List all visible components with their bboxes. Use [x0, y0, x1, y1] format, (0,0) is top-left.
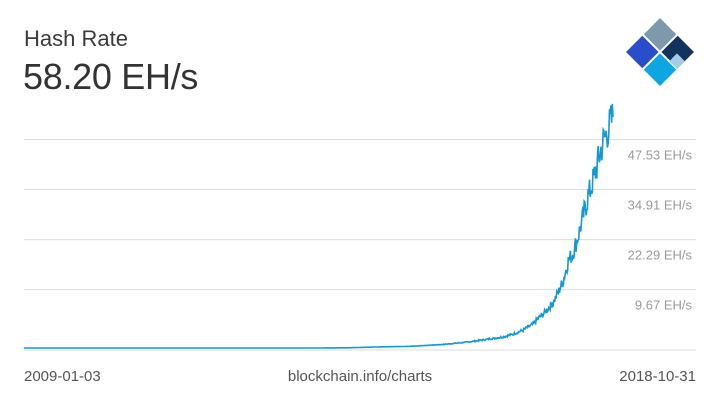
- logo-tile-3: [626, 35, 659, 69]
- logo-tile-1: [643, 18, 677, 51]
- blockchain-logo-icon: [626, 18, 694, 86]
- source-label: blockchain.info/charts: [287, 368, 433, 385]
- logo-tile-2: [661, 35, 694, 69]
- y-tick-label: 22.29 EH/s: [628, 248, 693, 263]
- logo-tile-4: [643, 53, 677, 86]
- y-tick-label: 34.91 EH/s: [628, 198, 693, 213]
- x-start-label: 2009-01-03: [24, 368, 101, 385]
- chart-title: Hash Rate: [24, 26, 128, 51]
- y-tick-label: 9.67 EH/s: [635, 298, 693, 313]
- x-end-label: 2018-10-31: [619, 368, 696, 385]
- grid-lines: [24, 138, 696, 351]
- y-tick-label: 47.53 EH/s: [628, 147, 693, 162]
- series-line: [24, 103, 614, 349]
- y-tick-labels: 9.67 EH/s 22.29 EH/s 34.91 EH/s 47.53 EH/s: [628, 147, 693, 312]
- current-value: 58.20 EH/s: [23, 56, 199, 97]
